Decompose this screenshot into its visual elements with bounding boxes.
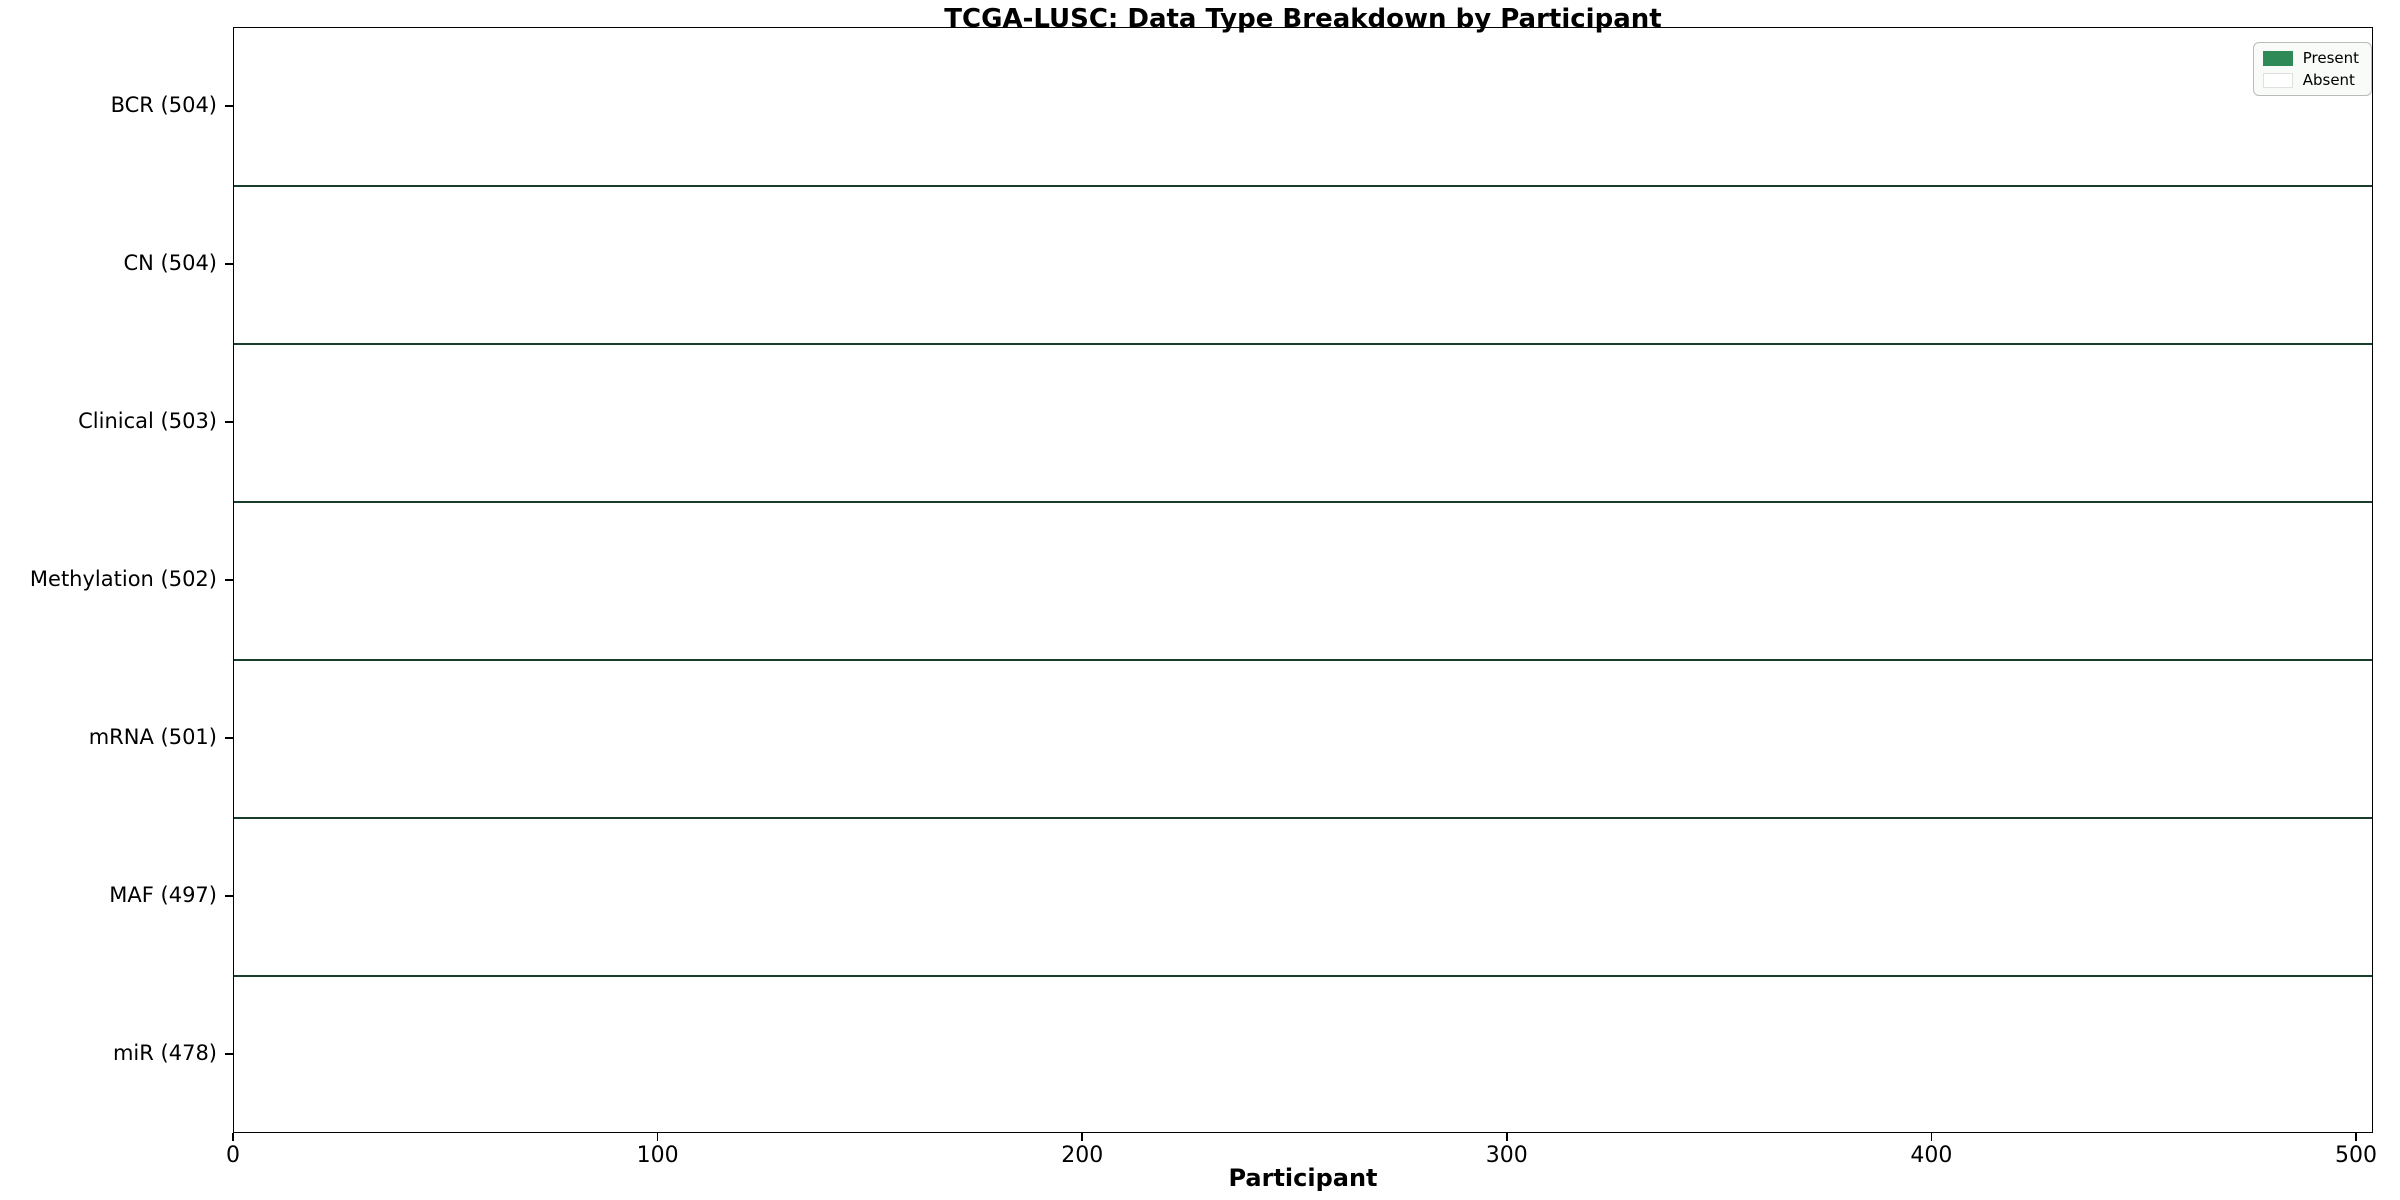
y-tick-label: mRNA (501)	[88, 725, 217, 749]
legend: Present Absent	[2252, 42, 2372, 96]
absent-gap	[1295, 976, 1301, 1132]
absent-gap	[844, 502, 851, 660]
absent-gap	[734, 976, 740, 1132]
x-axis-label: Participant	[1228, 1164, 1378, 1192]
y-tick-label: miR (478)	[112, 1041, 217, 1065]
x-tick-label: 400	[1910, 1143, 1953, 1168]
absent-gap	[246, 976, 252, 1132]
x-tick-mark	[1081, 1133, 1083, 1141]
absent-gap	[1176, 976, 1182, 1132]
x-tick-mark	[656, 1133, 659, 1141]
absent-gap	[1333, 976, 1339, 1132]
absent-gap	[403, 976, 409, 1132]
x-tick-mark	[2355, 1133, 2357, 1141]
y-tick-mark	[225, 895, 233, 897]
absent-gap	[1261, 976, 1267, 1132]
x-tick-label: 300	[1485, 1143, 1528, 1168]
x-tick-mark	[232, 1133, 234, 1141]
y-tick-mark	[225, 1053, 233, 1055]
x-tick-label: 0	[226, 1143, 240, 1168]
row-divider	[234, 817, 2372, 819]
row-divider	[234, 501, 2372, 503]
absent-gap	[776, 344, 783, 502]
absent-gap	[1477, 976, 1484, 1132]
absent-gap	[1473, 976, 1479, 1132]
chart-title: TCGA-LUSC: Data Type Breakdown by Partic…	[944, 4, 1662, 34]
absent-gap	[318, 818, 324, 976]
absent-gap	[309, 976, 316, 1132]
legend-label: Absent	[2302, 71, 2355, 89]
y-tick-label: Methylation (502)	[29, 567, 217, 591]
absent-gap	[420, 976, 426, 1132]
x-tick-label: 500	[2335, 1143, 2378, 1168]
absent-gap	[1447, 818, 1454, 976]
absent-gap	[1579, 818, 1585, 976]
present-swatch-icon	[2262, 50, 2293, 66]
y-tick-label: MAF (497)	[109, 883, 217, 907]
absent-gap	[1537, 976, 1543, 1132]
x-tick-mark	[1506, 1133, 1508, 1141]
plot-area	[233, 27, 2373, 1133]
y-tick-mark	[225, 579, 233, 581]
absent-gap	[730, 976, 736, 1132]
absent-gap	[636, 660, 643, 818]
absent-gap	[776, 976, 783, 1132]
absent-gap	[420, 818, 426, 976]
y-tick-label: BCR (504)	[110, 93, 217, 117]
x-tick-label: 100	[636, 1143, 679, 1168]
absent-gap	[394, 976, 401, 1132]
legend-label: Present	[2302, 49, 2359, 67]
absent-gap	[1532, 976, 1539, 1132]
y-tick-label: CN (504)	[123, 251, 217, 275]
absent-gap	[1065, 502, 1072, 660]
absent-gap	[348, 976, 354, 1132]
absent-gap	[445, 976, 452, 1132]
absent-swatch-icon	[2262, 72, 2293, 88]
x-tick-label: 200	[1061, 1143, 1104, 1168]
legend-entry-present: Present	[2262, 49, 2359, 67]
y-tick-mark	[225, 105, 233, 107]
absent-gap	[2212, 818, 2218, 976]
absent-gap	[314, 976, 320, 1132]
present-bars-background	[234, 28, 2372, 1132]
absent-gap	[1511, 976, 1517, 1132]
legend-entry-absent: Absent	[2262, 71, 2359, 89]
absent-gap	[1919, 976, 1925, 1132]
absent-gap	[1460, 818, 1467, 976]
absent-gap	[649, 660, 656, 818]
y-tick-label: Clinical (503)	[78, 409, 217, 433]
absent-gap	[1367, 976, 1373, 1132]
absent-gap	[1524, 976, 1530, 1132]
row-divider	[234, 975, 2372, 977]
row-divider	[234, 659, 2372, 661]
row-divider	[234, 185, 2372, 187]
absent-gap	[743, 976, 749, 1132]
y-tick-mark	[225, 421, 233, 423]
absent-gap	[416, 976, 422, 1132]
x-tick-mark	[1930, 1133, 1933, 1141]
absent-gap	[288, 976, 295, 1132]
row-divider	[234, 343, 2372, 345]
absent-gap	[641, 660, 647, 818]
y-tick-mark	[225, 737, 233, 739]
absent-gap	[1626, 818, 1632, 976]
y-tick-mark	[225, 263, 233, 265]
